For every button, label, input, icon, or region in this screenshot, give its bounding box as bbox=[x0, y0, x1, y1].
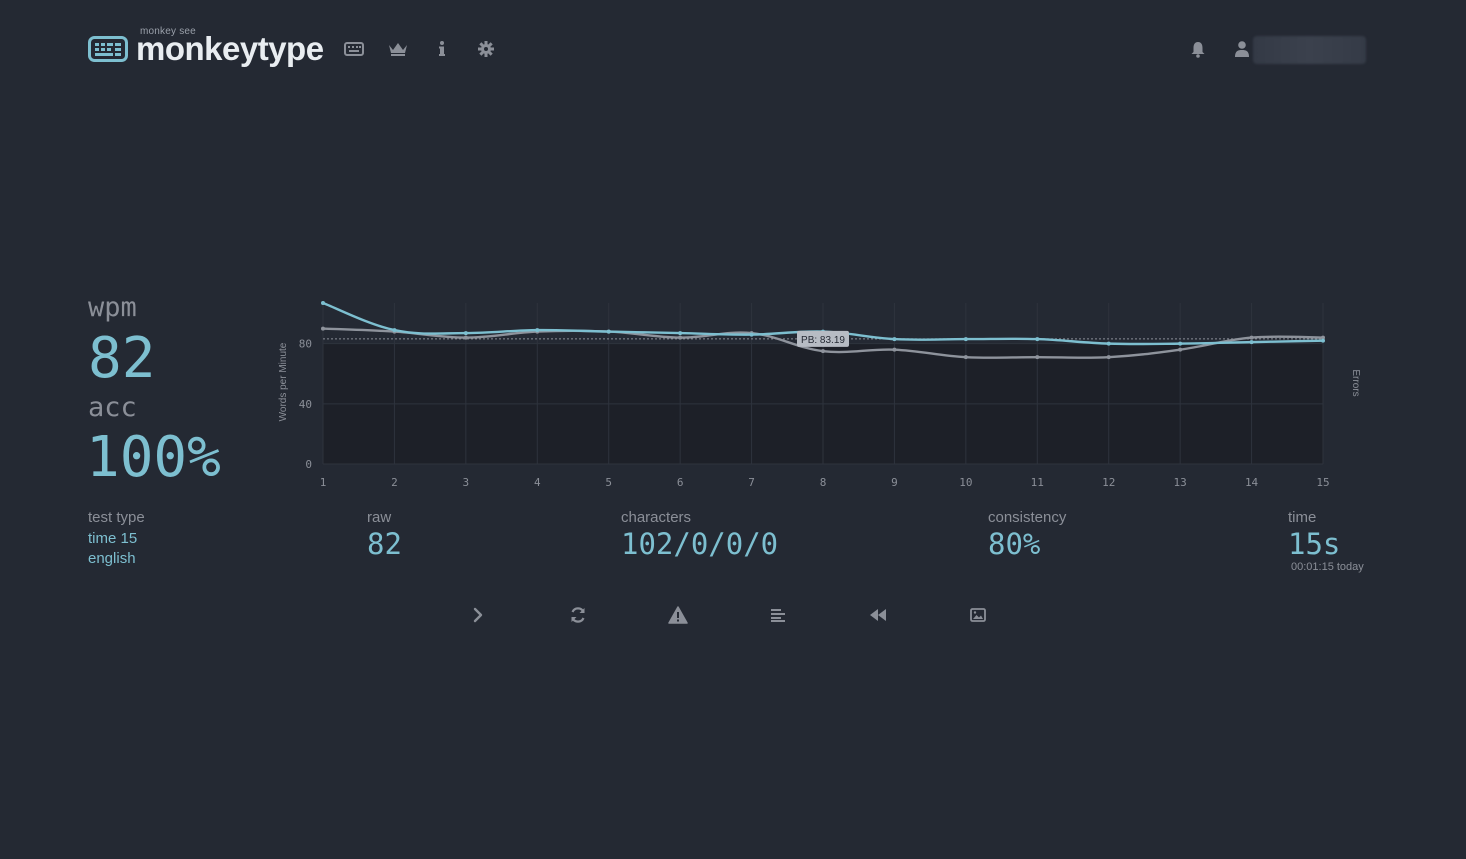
x-tick-label: 1 bbox=[320, 476, 327, 489]
series-point-0 bbox=[321, 301, 325, 305]
next-test-button[interactable] bbox=[465, 602, 491, 628]
x-tick-label: 7 bbox=[748, 476, 755, 489]
x-tick-label: 3 bbox=[463, 476, 470, 489]
x-tick-label: 15 bbox=[1316, 476, 1329, 489]
x-tick-label: 8 bbox=[820, 476, 827, 489]
pb-annotation-text: PB: 83.19 bbox=[801, 335, 845, 346]
y-tick-label: 80 bbox=[299, 338, 312, 351]
info-icon[interactable] bbox=[431, 38, 453, 60]
acc-value: 100% bbox=[86, 425, 221, 490]
restart-icon bbox=[571, 607, 585, 623]
characters-value: 102/0/0/0 bbox=[621, 527, 779, 561]
series-point-0 bbox=[1249, 340, 1254, 345]
series-point-1 bbox=[463, 335, 468, 340]
y2-axis-label: Errors bbox=[1350, 369, 1361, 396]
characters-label: characters bbox=[621, 509, 692, 526]
x-tick-label: 12 bbox=[1102, 476, 1115, 489]
user-icon[interactable] bbox=[1231, 38, 1253, 60]
series-point-0 bbox=[1321, 338, 1325, 343]
x-tick-label: 11 bbox=[1031, 476, 1044, 489]
test-type-mode[interactable]: time 15 bbox=[88, 530, 138, 547]
series-point-0 bbox=[678, 331, 683, 336]
username-redacted[interactable] bbox=[1253, 36, 1366, 64]
logo-subtitle: monkey see bbox=[140, 26, 196, 37]
keyboard-icon[interactable] bbox=[343, 38, 365, 60]
test-type-language[interactable]: english bbox=[88, 550, 136, 567]
time-value: 15s bbox=[1288, 527, 1341, 561]
image-icon bbox=[970, 608, 986, 622]
consistency-value: 80% bbox=[988, 527, 1041, 561]
x-tick-label: 10 bbox=[959, 476, 972, 489]
series-point-1 bbox=[1035, 355, 1040, 360]
raw-value: 82 bbox=[367, 527, 402, 561]
chevron-right-icon bbox=[473, 607, 483, 623]
logo-icon[interactable] bbox=[88, 36, 128, 62]
series-point-0 bbox=[1106, 341, 1111, 346]
consistency-label: consistency bbox=[988, 509, 1067, 526]
series-point-1 bbox=[1249, 335, 1254, 340]
pb-annotation: PB: 83.19 bbox=[797, 330, 849, 347]
series-point-1 bbox=[678, 335, 683, 340]
series-point-1 bbox=[892, 347, 897, 352]
series-point-1 bbox=[821, 349, 825, 354]
report-button[interactable] bbox=[665, 602, 691, 628]
x-tick-label: 14 bbox=[1245, 476, 1259, 489]
warning-icon bbox=[668, 606, 688, 624]
series-point-0 bbox=[392, 328, 397, 333]
pb-annotation-bg bbox=[797, 330, 849, 347]
gear-icon[interactable] bbox=[475, 38, 497, 60]
align-left-icon bbox=[771, 609, 785, 622]
series-point-0 bbox=[892, 337, 897, 342]
series-point-0 bbox=[1178, 341, 1183, 346]
time-label: time bbox=[1288, 509, 1317, 526]
crown-icon[interactable] bbox=[387, 38, 409, 60]
series-point-0 bbox=[963, 337, 968, 342]
series-point-0 bbox=[535, 328, 540, 333]
series-point-0 bbox=[463, 331, 468, 336]
chart-axis-labels: Words per Minute Errors bbox=[278, 342, 1361, 421]
x-tick-label: 2 bbox=[391, 476, 398, 489]
x-tick-label: 13 bbox=[1174, 476, 1187, 489]
acc-label: acc bbox=[88, 392, 137, 423]
word-history-button[interactable] bbox=[765, 602, 791, 628]
wpm-value: 82 bbox=[88, 326, 156, 391]
test-type-label: test type bbox=[88, 509, 145, 526]
series-point-1 bbox=[321, 326, 325, 331]
x-tick-label: 4 bbox=[534, 476, 541, 489]
logo-title[interactable]: monkeytype bbox=[136, 30, 324, 67]
series-point-0 bbox=[749, 332, 754, 337]
wpm-label: wpm bbox=[88, 292, 137, 323]
y-tick-label: 0 bbox=[305, 458, 312, 471]
series-point-0 bbox=[606, 329, 611, 334]
save-screenshot-button[interactable] bbox=[965, 602, 991, 628]
raw-label: raw bbox=[367, 509, 392, 526]
replay-button[interactable] bbox=[865, 602, 891, 628]
time-timestamp: 00:01:15 today bbox=[1291, 561, 1364, 573]
chart-grid bbox=[322, 303, 1324, 465]
y-tick-label: 40 bbox=[299, 398, 312, 411]
rewind-icon bbox=[870, 609, 886, 621]
series-point-1 bbox=[1321, 335, 1325, 340]
series-point-1 bbox=[1178, 347, 1183, 352]
series-point-0 bbox=[1035, 337, 1040, 342]
x-tick-label: 9 bbox=[891, 476, 898, 489]
series-point-1 bbox=[1106, 355, 1111, 360]
x-tick-label: 5 bbox=[605, 476, 612, 489]
series-point-1 bbox=[963, 355, 968, 360]
restart-test-button[interactable] bbox=[565, 602, 591, 628]
bell-icon[interactable] bbox=[1187, 38, 1209, 60]
y-axis-label: Words per Minute bbox=[278, 342, 289, 421]
x-tick-label: 6 bbox=[677, 476, 684, 489]
